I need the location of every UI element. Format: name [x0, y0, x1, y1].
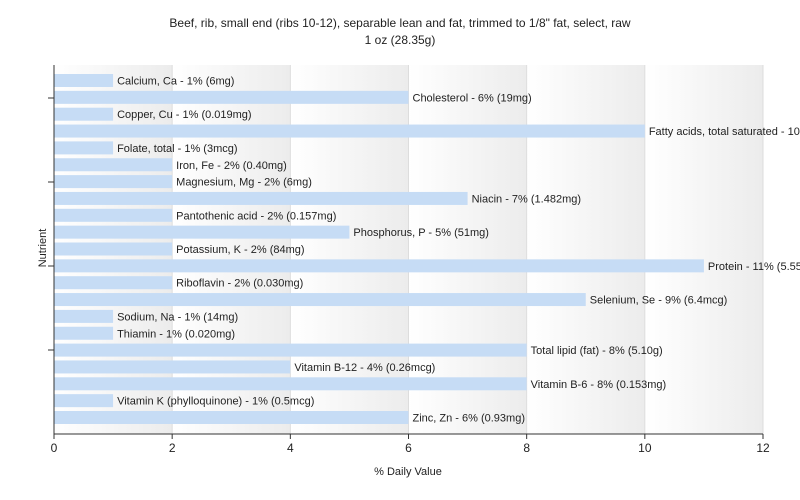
bar-label: Copper, Cu - 1% (0.019mg)	[117, 109, 252, 121]
bar	[54, 360, 291, 374]
bar-label: Cholesterol - 6% (19mg)	[413, 92, 532, 104]
bar-label: Magnesium, Mg - 2% (6mg)	[176, 177, 312, 189]
bar-label: Protein - 11% (5.55g)	[708, 261, 800, 273]
bar	[54, 141, 114, 155]
bar-label: Iron, Fe - 2% (0.40mg)	[176, 160, 287, 172]
bar-label: Phosphorus, P - 5% (51mg)	[353, 227, 489, 239]
bar	[54, 377, 527, 391]
x-tick-label: 2	[169, 441, 176, 455]
bar	[54, 276, 173, 290]
bar-label: Vitamin B-12 - 4% (0.26mcg)	[294, 362, 435, 374]
bar	[54, 90, 409, 104]
bar-label: Selenium, Se - 9% (6.4mcg)	[590, 295, 728, 307]
bar	[54, 124, 645, 138]
bar	[54, 242, 173, 256]
bar	[54, 259, 704, 273]
bar-label: Pantothenic acid - 2% (0.157mg)	[176, 210, 336, 222]
bar	[54, 225, 350, 239]
bar-label: Vitamin B-6 - 8% (0.153mg)	[531, 379, 667, 391]
y-axis-label: Nutrient	[37, 228, 49, 268]
bar	[54, 326, 114, 340]
bar-label: Thiamin - 1% (0.020mg)	[117, 328, 235, 340]
bar-label: Fatty acids, total saturated - 10% (2.05…	[649, 126, 800, 138]
bar	[54, 74, 114, 87]
x-axis-label: % Daily Value	[374, 466, 442, 478]
bar-label: Riboflavin - 2% (0.030mg)	[176, 278, 303, 290]
bar	[54, 411, 409, 424]
x-tick-label: 10	[638, 441, 652, 455]
grid-band	[644, 65, 763, 434]
bar	[54, 158, 173, 172]
bar-label: Folate, total - 1% (3mcg)	[117, 143, 237, 155]
x-tick-label: 0	[51, 441, 58, 455]
bar-label: Total lipid (fat) - 8% (5.10g)	[531, 345, 663, 357]
bar-label: Potassium, K - 2% (84mg)	[176, 244, 304, 256]
bar-label: Calcium, Ca - 1% (6mg)	[117, 76, 234, 88]
x-tick-label: 12	[756, 441, 770, 455]
bar	[54, 191, 468, 205]
chart-subtitle: 1 oz (28.35g)	[364, 33, 436, 47]
bar	[54, 309, 114, 323]
bar	[54, 394, 114, 408]
bar-label: Sodium, Na - 1% (14mg)	[117, 311, 238, 323]
x-tick-label: 4	[287, 441, 294, 455]
bar	[54, 343, 527, 357]
bar-label: Niacin - 7% (1.482mg)	[472, 193, 581, 205]
bar-label: Zinc, Zn - 6% (0.93mg)	[413, 413, 525, 425]
bar	[54, 293, 586, 307]
bar	[54, 208, 173, 222]
bar-label: Vitamin K (phylloquinone) - 1% (0.5mcg)	[117, 396, 314, 408]
x-tick-label: 6	[405, 441, 412, 455]
x-tick-label: 8	[523, 441, 530, 455]
bar	[54, 107, 114, 121]
bar	[54, 175, 173, 189]
chart-title: Beef, rib, small end (ribs 10-12), separ…	[169, 16, 631, 30]
